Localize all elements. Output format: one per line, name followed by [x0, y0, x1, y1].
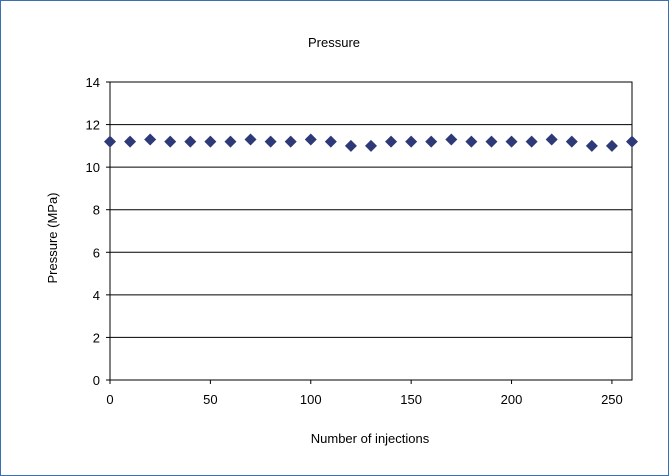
data-point [144, 133, 157, 146]
y-tick-label: 12 [86, 118, 100, 133]
x-tick-label: 0 [106, 392, 113, 407]
data-point [124, 135, 137, 148]
data-point [626, 135, 638, 148]
data-point [224, 135, 237, 148]
data-point [585, 139, 598, 152]
y-tick-label: 0 [93, 373, 100, 388]
data-point [505, 135, 518, 148]
data-point [525, 135, 538, 148]
data-point [425, 135, 438, 148]
data-point [344, 139, 357, 152]
plot-area [109, 81, 633, 381]
y-tick-label: 8 [93, 203, 100, 218]
data-point [284, 135, 297, 148]
data-point [204, 135, 217, 148]
data-point [445, 133, 458, 146]
y-tick-label: 10 [86, 160, 100, 175]
data-point [244, 133, 257, 146]
data-points [104, 133, 638, 152]
data-point [485, 135, 498, 148]
y-tick-label: 6 [93, 245, 100, 260]
y-tick-label: 2 [93, 330, 100, 345]
data-point [264, 135, 277, 148]
x-axis-ticks: 0 50 100 150 200 250 [106, 380, 623, 407]
x-tick-label: 200 [501, 392, 523, 407]
y-tick-label: 4 [93, 288, 100, 303]
x-tick-label: 100 [300, 392, 322, 407]
x-axis-label: Number of injections [311, 431, 430, 446]
y-axis-ticks: 0 2 4 6 8 10 12 14 [86, 75, 110, 388]
y-axis-label: Pressure (MPa) [45, 192, 60, 283]
data-point [385, 135, 398, 148]
x-tick-label: 50 [203, 392, 217, 407]
x-tick-label: 150 [400, 392, 422, 407]
data-point [605, 139, 618, 152]
chart-title: Pressure [308, 35, 360, 50]
data-point [565, 135, 578, 148]
data-point [104, 135, 116, 148]
data-point [304, 133, 317, 146]
data-point [465, 135, 478, 148]
y-tick-label: 14 [86, 75, 100, 90]
data-point [184, 135, 197, 148]
gridlines [110, 81, 632, 381]
data-point [164, 135, 177, 148]
data-point [324, 135, 337, 148]
data-point [405, 135, 418, 148]
data-point [365, 139, 377, 152]
data-point [545, 133, 558, 146]
x-tick-label: 250 [601, 392, 623, 407]
